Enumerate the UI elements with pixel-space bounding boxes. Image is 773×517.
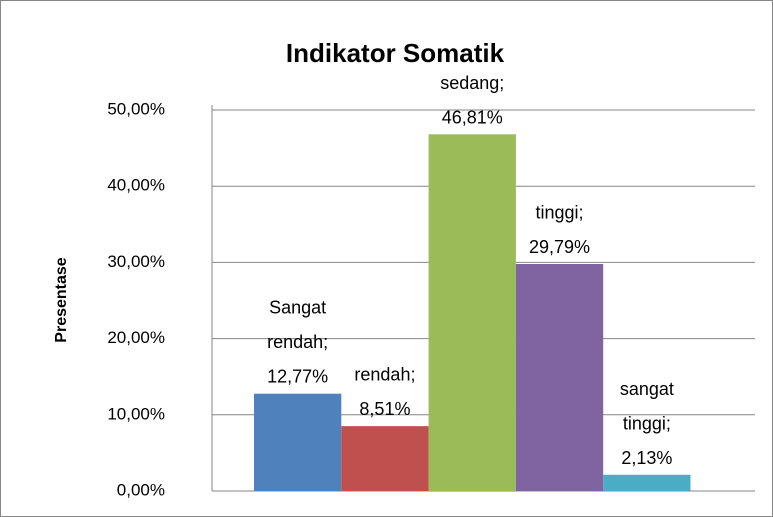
bar xyxy=(603,474,691,491)
data-label: Sangat rendah; 12,77% xyxy=(267,297,328,386)
data-label: rendah; 8,51% xyxy=(354,364,415,419)
y-tick-label: 40,00% xyxy=(107,176,165,195)
chart-title: Indikator Somatik xyxy=(286,38,505,68)
data-label: sangat tinggi; 2,13% xyxy=(620,379,674,468)
y-tick-label: 50,00% xyxy=(107,99,165,118)
data-label: sedang; 46,81% xyxy=(440,73,504,128)
bar xyxy=(254,393,342,491)
y-tick-label: 10,00% xyxy=(107,404,165,423)
y-tick-label: 30,00% xyxy=(107,252,165,271)
bar xyxy=(341,426,429,491)
bar xyxy=(515,264,604,491)
data-label: tinggi; 29,79% xyxy=(529,202,590,256)
bar xyxy=(428,134,516,491)
y-tick-label: 20,00% xyxy=(107,328,165,347)
y-axis-title: Presentase xyxy=(53,257,70,342)
y-tick-label: 0,00% xyxy=(117,480,165,499)
